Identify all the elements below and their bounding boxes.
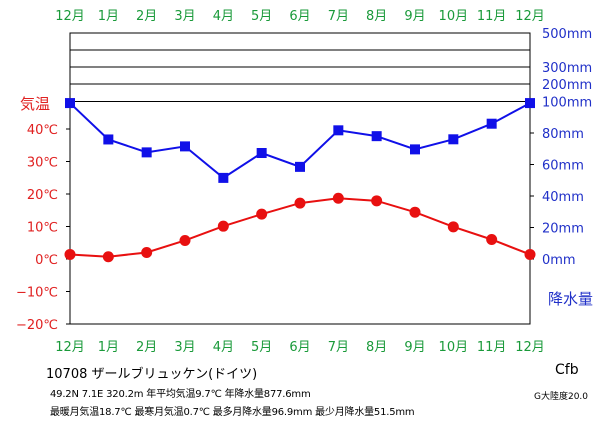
month-label-bottom: 7月: [328, 340, 349, 355]
precipitation-point: [180, 141, 190, 152]
precipitation-tick-label: 300mm: [542, 61, 592, 76]
temperature-series: [64, 192, 536, 263]
temperature-tick-label: −20℃: [16, 318, 58, 333]
precipitation-tick-label: 200mm: [542, 78, 592, 93]
precipitation-point: [525, 98, 535, 109]
month-label-bottom: 2月: [136, 340, 157, 355]
month-label-top: 1月: [98, 9, 119, 24]
continentality-index: G大陸度20.0: [534, 392, 589, 402]
temperature-point: [64, 248, 76, 260]
plot-border: [69, 32, 531, 325]
climate-chart: 12月 1月 2月 3月 4月 5月 6月 7月 8月 9月 10月 11月 12月 12月 1月 2月 3月…: [16, 9, 593, 355]
precipitation-axis-title: 降水量: [548, 290, 593, 308]
month-label-bottom: 1月: [98, 340, 119, 355]
month-label-bottom: 12月: [515, 340, 545, 355]
precipitation-series: [65, 98, 535, 183]
month-label-top: 3月: [174, 9, 195, 24]
month-label-bottom: 4月: [213, 340, 234, 355]
month-label-bottom: 12月: [55, 340, 85, 355]
month-label-top: 9月: [404, 9, 425, 24]
precipitation-point: [333, 125, 344, 136]
month-label-bottom: 5月: [251, 340, 272, 355]
precipitation-point: [103, 134, 114, 145]
temperature-tick-label: 30℃: [27, 156, 58, 171]
precipitation-tick-label: 20mm: [542, 222, 584, 237]
koppen-class: Cfb: [555, 362, 579, 378]
station-extremes: 最暖月気温18.7℃ 最寒月気温0.7℃ 最多月降水量96.9mm 最少月降水量…: [50, 407, 415, 418]
month-label-bottom: 9月: [404, 340, 425, 355]
precipitation-tick-label: 60mm: [542, 159, 584, 174]
precipitation-tick-label: 100mm: [542, 96, 592, 111]
month-label-bottom: 6月: [289, 340, 310, 355]
temperature-point: [294, 197, 306, 209]
month-label-top: 4月: [213, 9, 234, 24]
precipitation-point: [371, 131, 382, 142]
precipitation-tick-label: 80mm: [542, 127, 584, 142]
temperature-point: [371, 195, 383, 207]
temperature-point: [217, 220, 229, 232]
temperature-point: [447, 221, 459, 233]
month-label-bottom: 8月: [366, 340, 387, 355]
temperature-axis-title: 気温: [20, 95, 50, 113]
month-label-top: 5月: [251, 9, 272, 24]
temperature-tick-label: 20℃: [27, 188, 58, 203]
month-label-bottom: 11月: [477, 340, 507, 355]
month-label-top: 8月: [366, 9, 387, 24]
temperature-tick-label: 10℃: [27, 221, 58, 236]
month-label-top: 12月: [515, 9, 545, 24]
precipitation-tick-label: 0mm: [542, 253, 576, 268]
bottom-month-labels: 12月 1月 2月 3月 4月 5月 6月 7月 8月 9月 10月 11月 12月: [55, 340, 545, 355]
precipitation-tick-label: 40mm: [542, 190, 584, 205]
station-stats: 49.2N 7.1E 320.2m 年平均気温9.7℃ 年降水量877.6mm: [50, 389, 311, 400]
precipitation-point: [141, 147, 152, 158]
temperature-tick-label: −10℃: [16, 286, 58, 301]
plot-frame: [69, 32, 531, 325]
month-label-top: 2月: [136, 9, 157, 24]
precipitation-axis: 100mm 80mm 60mm 40mm 20mm 0mm 200mm 300mm 500mm: [530, 27, 592, 268]
temperature-point: [524, 248, 536, 260]
month-label-top: 12月: [55, 9, 85, 24]
temperature-point: [256, 208, 268, 220]
temperature-point: [141, 247, 153, 258]
precipitation-point: [218, 172, 229, 183]
temperature-point: [179, 234, 191, 246]
temperature-tick-label: 40℃: [27, 123, 58, 138]
station-name: 10708 ザールブリュッケン(ドイツ): [46, 367, 258, 382]
precipitation-tick-label: 500mm: [542, 27, 592, 42]
precipitation-point: [256, 148, 267, 159]
month-label-top: 11月: [477, 9, 507, 24]
month-label-top: 7月: [328, 9, 349, 24]
precipitation-point: [295, 161, 305, 172]
precipitation-point: [410, 144, 420, 155]
temperature-axis: 40℃ 30℃ 20℃ 10℃ 0℃ −10℃ −20℃: [16, 123, 70, 333]
month-label-top: 10月: [439, 9, 469, 24]
precipitation-point: [65, 98, 75, 109]
top-month-labels: 12月 1月 2月 3月 4月 5月 6月 7月 8月 9月 10月 11月 12月: [55, 9, 545, 24]
precipitation-point: [448, 134, 459, 145]
temperature-point: [409, 206, 421, 218]
month-label-top: 6月: [289, 9, 310, 24]
precipitation-point: [486, 118, 497, 129]
temperature-point: [102, 251, 114, 263]
month-label-bottom: 10月: [439, 340, 469, 355]
temperature-tick-label: 0℃: [35, 253, 58, 268]
temperature-point: [332, 192, 344, 204]
month-label-bottom: 3月: [174, 340, 195, 355]
temperature-point: [486, 234, 498, 245]
